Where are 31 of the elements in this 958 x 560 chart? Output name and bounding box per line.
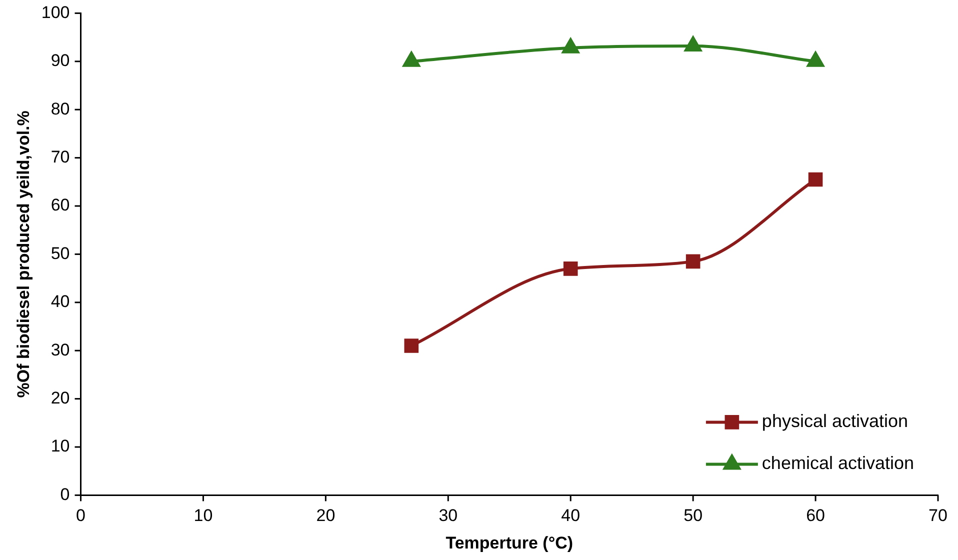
x-tick-label: 10 bbox=[194, 506, 213, 526]
point bbox=[563, 262, 578, 276]
y-tick-label: 90 bbox=[50, 51, 70, 70]
legend-label: physical activation bbox=[762, 411, 908, 432]
x-axis-title: Temperture (°C) bbox=[446, 533, 574, 552]
y-tick-label: 50 bbox=[50, 244, 70, 263]
x-tick-label: 30 bbox=[438, 506, 458, 526]
y-tick-label: 40 bbox=[50, 292, 70, 312]
y-tick-label: 60 bbox=[50, 196, 70, 215]
x-tick-label: 70 bbox=[928, 506, 948, 526]
point bbox=[808, 172, 823, 187]
x-tick-label: 60 bbox=[806, 506, 825, 526]
point bbox=[562, 38, 580, 54]
point bbox=[402, 52, 420, 67]
x-tick-label: 50 bbox=[684, 506, 703, 526]
x-tick-label: 20 bbox=[316, 506, 336, 526]
point bbox=[684, 36, 702, 52]
y-tick-label: 30 bbox=[50, 340, 70, 360]
legend-label: chemical activation bbox=[762, 453, 914, 474]
y-tick-label: 20 bbox=[50, 388, 70, 408]
point bbox=[807, 52, 824, 67]
x-tick-label: 0 bbox=[76, 506, 86, 526]
y-axis-title: %Of biodiesel produced yeild,vol.% bbox=[14, 110, 33, 398]
y-tick-label: 70 bbox=[50, 147, 70, 166]
y-tick-label: 100 bbox=[41, 2, 70, 22]
point bbox=[404, 338, 419, 353]
y-tick-label: 10 bbox=[50, 436, 70, 456]
y-tick-label: 80 bbox=[50, 99, 70, 118]
point bbox=[686, 254, 700, 269]
x-tick-label: 40 bbox=[561, 506, 580, 526]
y-tick-label: 0 bbox=[60, 484, 70, 504]
